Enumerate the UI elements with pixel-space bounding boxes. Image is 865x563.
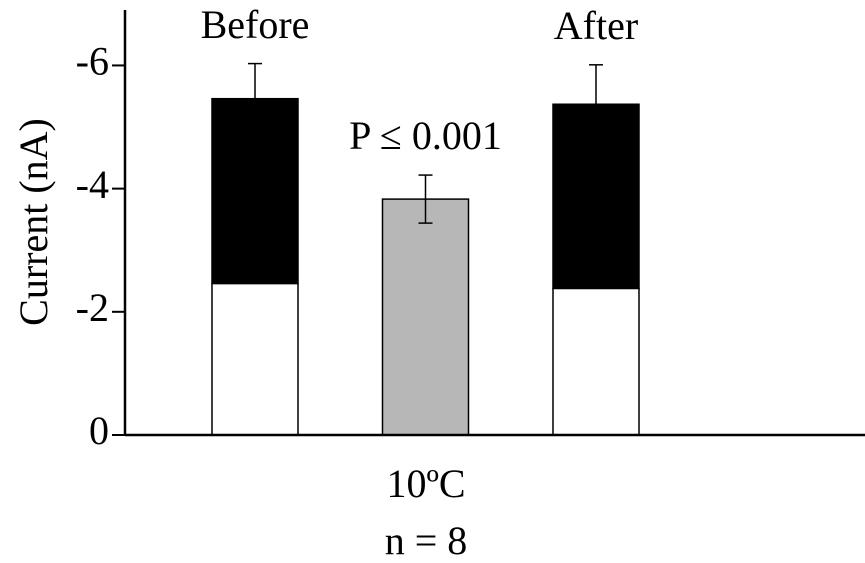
bar-label: Before xyxy=(201,2,310,47)
y-tick-label: -4 xyxy=(76,162,109,207)
bar-segment xyxy=(381,198,470,436)
x-axis-label: 10ºC xyxy=(386,461,465,506)
bar-segment xyxy=(552,287,640,436)
x-axis-label: n = 8 xyxy=(385,518,468,563)
bar-label: P ≤ 0.001 xyxy=(349,113,502,158)
y-tick-label: -6 xyxy=(76,39,109,84)
y-tick-label: -2 xyxy=(76,285,109,330)
y-axis-title: Current (nA) xyxy=(11,118,56,326)
bar-segment xyxy=(211,282,299,436)
bar-label: After xyxy=(554,3,638,48)
y-tick-label: 0 xyxy=(89,408,109,453)
